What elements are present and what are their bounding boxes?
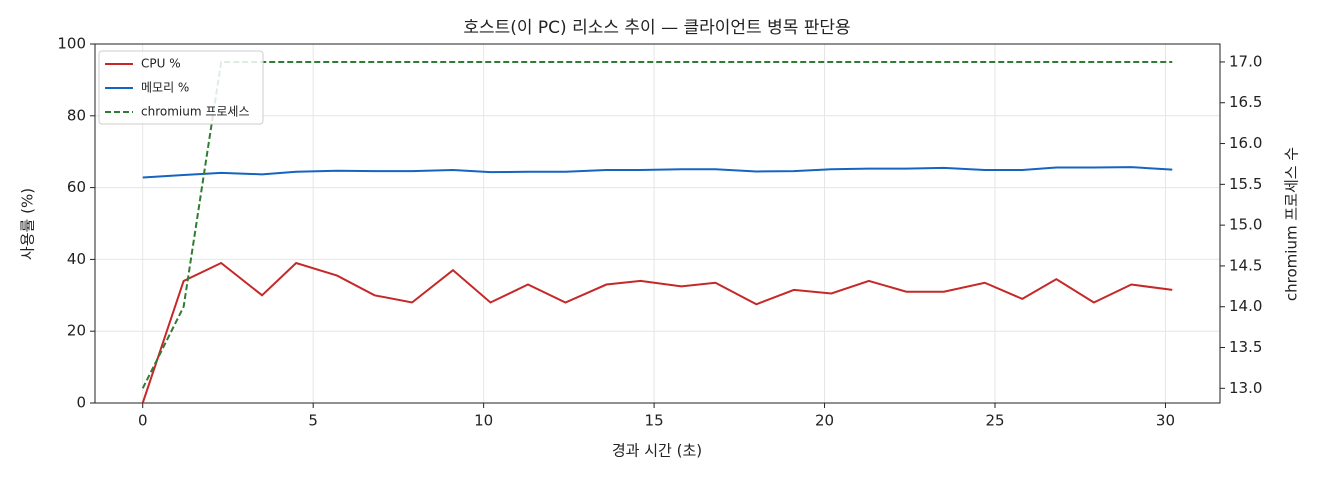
y2-tick-label: 13.5	[1229, 338, 1262, 356]
x-tick-label: 30	[1156, 412, 1175, 430]
y-tick-label: 40	[67, 250, 86, 268]
x-tick-label: 15	[645, 412, 664, 430]
legend: CPU % 메모리 % chromium 프로세스	[98, 50, 264, 125]
y2-tick-label: 14.0	[1229, 297, 1262, 315]
legend-label: 메모리 %	[141, 81, 189, 95]
y2-axis-label: chromium 프로세스 수	[1283, 147, 1301, 301]
x-tick-label: 20	[815, 412, 834, 430]
y-tick-label: 20	[67, 322, 86, 340]
y2-tick-label: 15.5	[1229, 175, 1262, 193]
y-tick-label: 80	[67, 106, 86, 124]
x-tick-label: 10	[474, 412, 493, 430]
chart-title: 호스트(이 PC) 리소스 추이 — 클라이언트 병목 판단용	[463, 18, 850, 38]
y2-tick-label: 16.5	[1229, 93, 1262, 111]
y2-tick-label: 14.5	[1229, 256, 1262, 274]
y-tick-label: 0	[76, 394, 86, 412]
series-line	[141, 60, 1173, 389]
x-axis-label: 경과 시간 (초)	[612, 442, 702, 460]
legend-label: CPU %	[141, 57, 181, 71]
y2-tick-label: 15.0	[1229, 216, 1262, 234]
series-line	[141, 261, 1173, 404]
y2-tick-label: 17.0	[1229, 52, 1262, 70]
y-tick-label: 60	[67, 178, 86, 196]
x-tick-label: 0	[138, 412, 148, 430]
y-tick-label: 100	[57, 35, 86, 53]
x-tick-label: 25	[985, 412, 1004, 430]
plot-frame	[94, 43, 1221, 404]
legend-label: chromium 프로세스	[141, 105, 250, 119]
legend-box	[98, 50, 264, 125]
series-line	[142, 166, 1173, 179]
y-axis-label: 사용률 (%)	[19, 188, 37, 260]
y2-tick-label: 13.0	[1229, 379, 1262, 397]
y2-tick-label: 16.0	[1229, 134, 1262, 152]
x-tick-label: 5	[308, 412, 318, 430]
